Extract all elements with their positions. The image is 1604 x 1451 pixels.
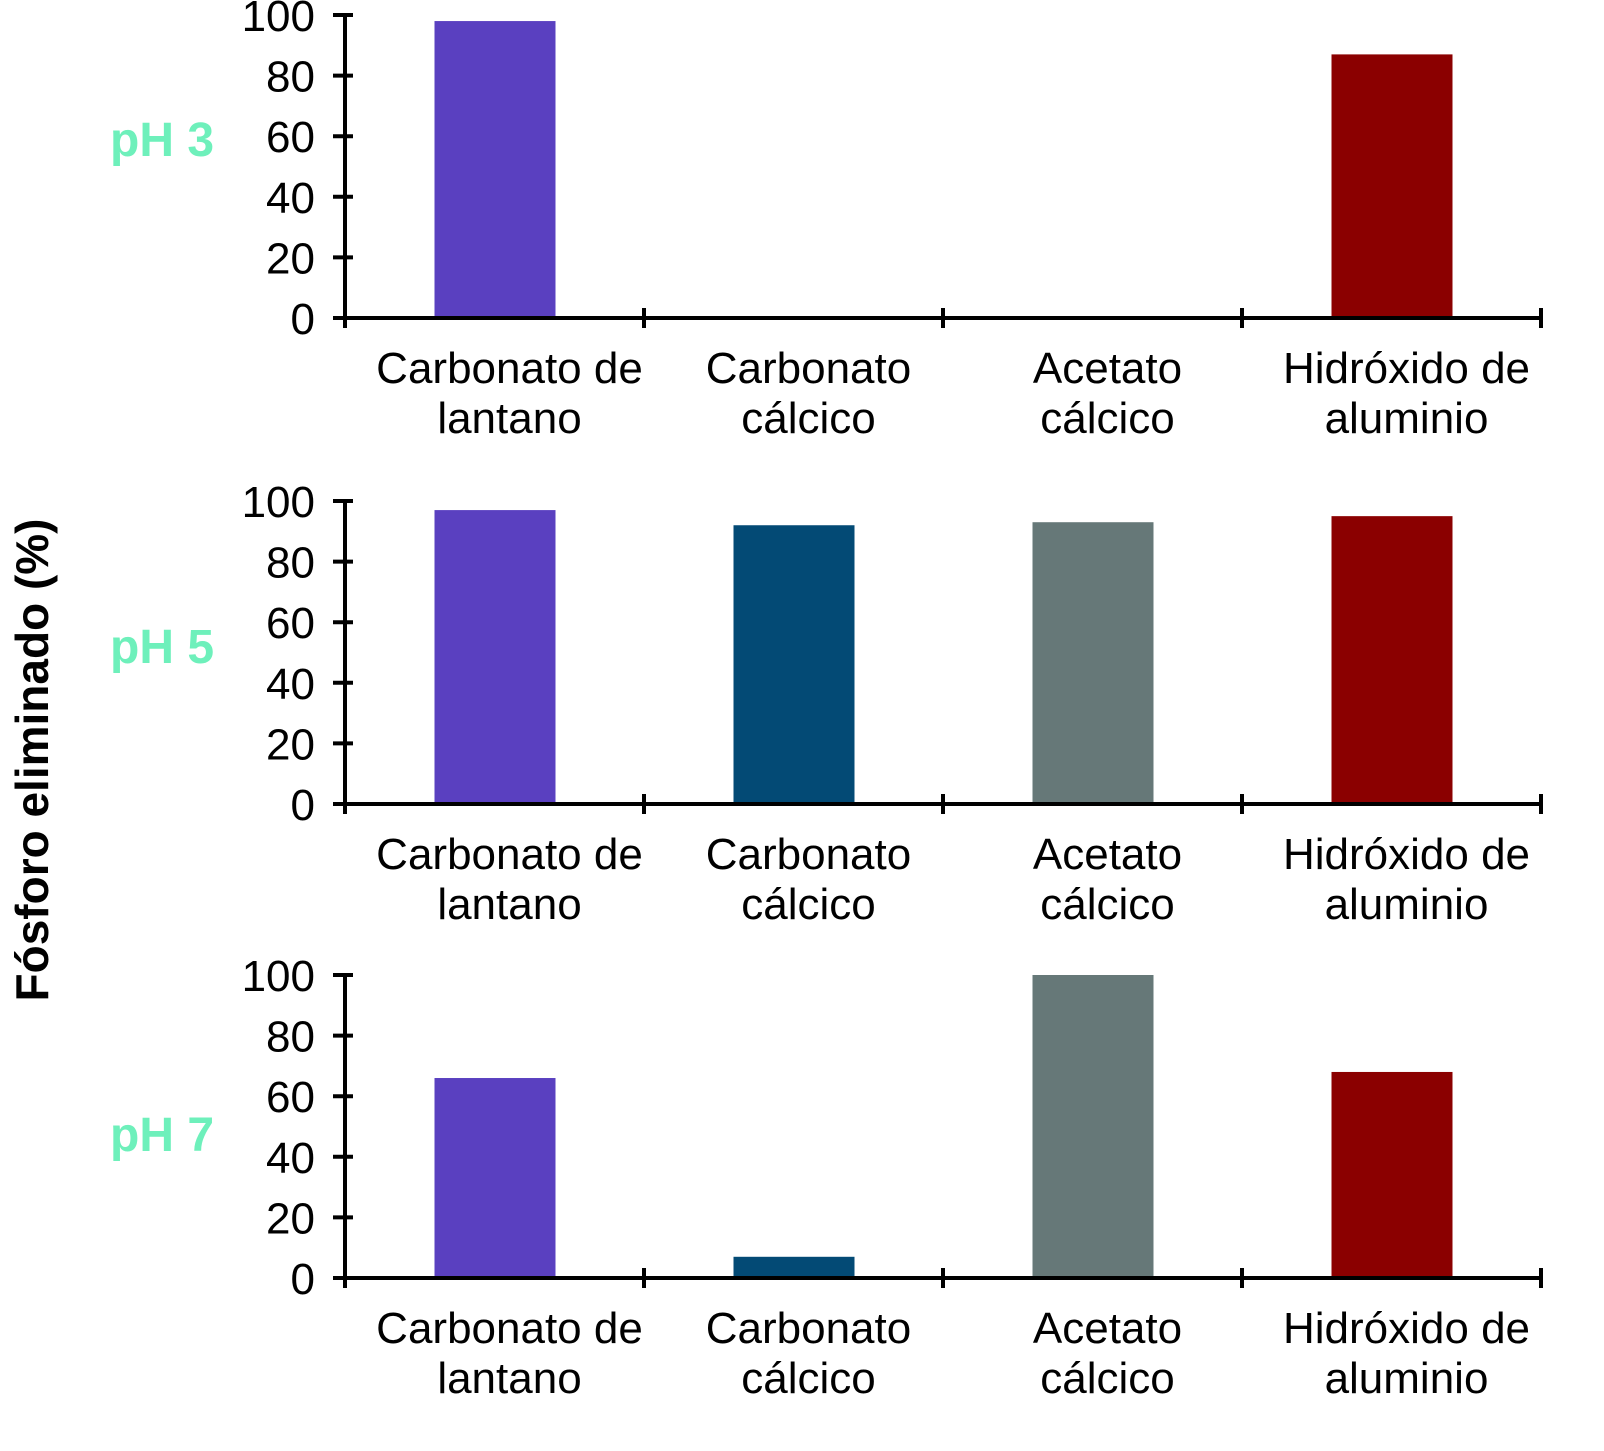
y-tick-label: 80 <box>266 1013 315 1062</box>
category-label: lantano <box>437 880 581 929</box>
bar <box>434 1078 556 1278</box>
category-label: cálcico <box>741 394 876 443</box>
y-tick-label: 0 <box>291 1255 315 1304</box>
y-tick-label: 20 <box>266 1194 315 1243</box>
category-label: aluminio <box>1325 880 1489 929</box>
category-label: Carbonato <box>706 1304 911 1353</box>
bar <box>1331 54 1453 318</box>
panel-label: pH 3 <box>110 114 214 167</box>
bar <box>1032 975 1154 1278</box>
bar <box>434 510 556 804</box>
bar <box>1331 1071 1453 1278</box>
category-label: cálcico <box>741 1354 876 1403</box>
panel-label: pH 7 <box>110 1109 214 1162</box>
bar <box>434 21 556 319</box>
category-label: lantano <box>437 394 581 443</box>
category-label: Carbonato <box>706 344 911 393</box>
y-tick-label: 80 <box>266 539 315 588</box>
category-label: Carbonato de <box>376 830 643 879</box>
bar <box>1331 516 1453 804</box>
y-tick-label: 20 <box>266 720 315 769</box>
category-label: Acetato <box>1033 344 1182 393</box>
y-tick-label: 40 <box>266 660 315 709</box>
panel-label: pH 5 <box>110 621 214 674</box>
y-tick-label: 60 <box>266 599 315 648</box>
category-label: cálcico <box>1040 880 1175 929</box>
category-label: Hidróxido de <box>1283 830 1530 879</box>
category-label: Hidróxido de <box>1283 344 1530 393</box>
y-tick-label: 40 <box>266 1134 315 1183</box>
y-tick-label: 0 <box>291 295 315 344</box>
category-label: cálcico <box>1040 1354 1175 1403</box>
category-label: cálcico <box>1040 394 1175 443</box>
category-label: Acetato <box>1033 1304 1182 1353</box>
category-label: cálcico <box>741 880 876 929</box>
category-label: Acetato <box>1033 830 1182 879</box>
y-tick-label: 40 <box>266 174 315 223</box>
y-tick-label: 100 <box>242 952 315 1001</box>
bar <box>733 1256 855 1278</box>
category-label: Carbonato de <box>376 344 643 393</box>
y-tick-label: 60 <box>266 1073 315 1122</box>
bar <box>733 525 855 804</box>
category-label: aluminio <box>1325 1354 1489 1403</box>
y-tick-label: 80 <box>266 53 315 102</box>
y-tick-label: 60 <box>266 113 315 162</box>
y-axis-title: Fósforo eliminado (%) <box>6 519 58 1002</box>
category-label: aluminio <box>1325 394 1489 443</box>
y-tick-label: 20 <box>266 234 315 283</box>
y-tick-label: 100 <box>242 0 315 41</box>
y-tick-label: 100 <box>242 478 315 527</box>
category-label: Carbonato <box>706 830 911 879</box>
category-label: lantano <box>437 1354 581 1403</box>
bar <box>1032 522 1154 804</box>
category-label: Carbonato de <box>376 1304 643 1353</box>
category-label: Hidróxido de <box>1283 1304 1530 1353</box>
y-tick-label: 0 <box>291 781 315 830</box>
